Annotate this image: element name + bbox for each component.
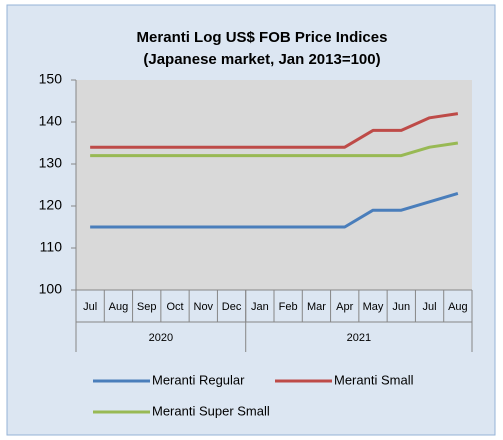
group-label: 2020 (149, 332, 173, 344)
x-tick-label: Apr (336, 301, 353, 313)
x-tick-label: Jul (83, 301, 97, 313)
x-tick-label: Jan (251, 301, 269, 313)
y-tick-label: 110 (40, 239, 63, 255)
legend-label: Meranti Small (334, 372, 414, 387)
y-tick-label: 120 (39, 197, 63, 213)
x-tick-label: Aug (448, 301, 468, 313)
y-tick-label: 100 (39, 281, 63, 297)
series-line (90, 112, 459, 149)
plot-area (76, 80, 472, 290)
series-line (90, 191, 459, 229)
series-line (90, 141, 459, 158)
group-label: 2021 (347, 332, 371, 344)
legend-label: Meranti Regular (152, 372, 245, 387)
chart-title: Meranti Log US$ FOB Price Indices (137, 29, 388, 46)
y-tick-label: 140 (39, 113, 63, 129)
legend-label: Meranti Super Small (152, 403, 270, 418)
x-tick-label: Aug (109, 301, 129, 313)
x-tick-label: Nov (194, 301, 214, 313)
x-tick-label: Sep (137, 301, 157, 313)
x-tick-label: May (363, 301, 384, 313)
chart-subtitle: (Japanese market, Jan 2013=100) (143, 51, 380, 68)
x-tick-label: Oct (166, 301, 183, 313)
x-tick-label: Feb (279, 301, 298, 313)
x-tick-label: Dec (222, 301, 242, 313)
x-tick-label: Jul (423, 301, 437, 313)
y-tick-label: 150 (39, 71, 63, 87)
y-tick-label: 130 (39, 155, 63, 171)
x-tick-label: Jun (392, 301, 410, 313)
x-tick-label: Mar (307, 301, 326, 313)
